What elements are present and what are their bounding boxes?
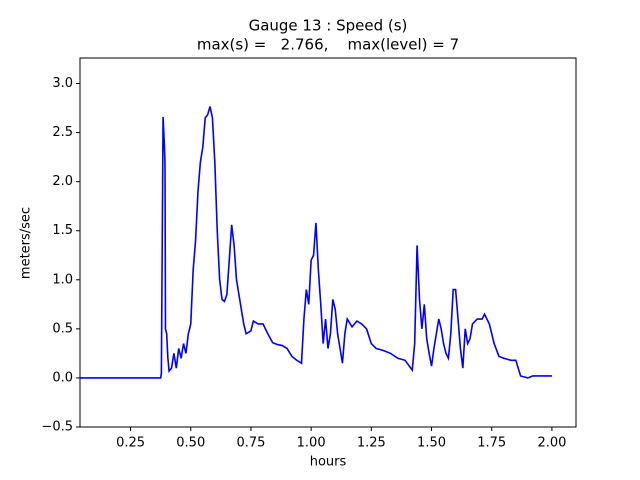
y-tick-label: 0.5: [52, 321, 73, 336]
y-tick-label: 1.5: [52, 223, 73, 238]
y-axis-label: meters/sec: [19, 207, 34, 279]
data-line: [80, 106, 552, 379]
x-tick-label: 1.50: [417, 436, 446, 451]
x-tick-label: 0.75: [236, 436, 265, 451]
chart-subtitle: max(s) = 2.766, max(level) = 7: [197, 36, 459, 54]
x-tick-label: 1.75: [477, 436, 506, 451]
y-tick-label: 2.5: [52, 125, 73, 140]
chart-title: Gauge 13 : Speed (s): [249, 17, 408, 35]
x-tick-label: 2.00: [537, 436, 566, 451]
x-tick-label: 0.50: [176, 436, 205, 451]
x-tick-label: 1.25: [357, 436, 386, 451]
y-tick-label: −0.5: [41, 420, 73, 435]
x-tick-label: 0.25: [116, 436, 145, 451]
x-axis-label: hours: [310, 455, 347, 470]
y-tick-label: 1.0: [52, 272, 73, 287]
x-tick-label: 1.00: [297, 436, 326, 451]
y-tick-label: 0.0: [52, 370, 73, 385]
y-tick-label: 3.0: [52, 76, 73, 91]
plot-frame: [79, 57, 577, 428]
y-tick-label: 2.0: [52, 174, 73, 189]
